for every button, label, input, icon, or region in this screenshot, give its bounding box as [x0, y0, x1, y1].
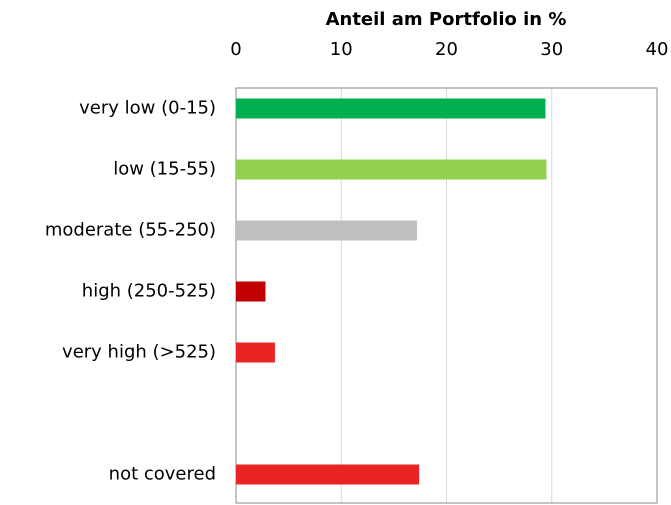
- bar: [236, 281, 266, 302]
- y-tick-label: not covered: [109, 464, 216, 485]
- bar: [236, 220, 418, 241]
- y-tick-label: very low (0-15): [79, 98, 216, 119]
- y-tick-label: low (15-55): [113, 159, 216, 180]
- x-tick-label: 40: [646, 39, 669, 60]
- bar: [236, 159, 547, 180]
- bar: [236, 98, 546, 119]
- y-tick-label: moderate (55-250): [45, 220, 216, 241]
- x-tick-label: 20: [435, 39, 458, 60]
- chart-title: Anteil am Portfolio in %: [326, 9, 567, 30]
- x-tick-label: 0: [230, 39, 241, 60]
- y-tick-label: high (250-525): [82, 281, 216, 302]
- bar: [236, 342, 275, 363]
- x-tick-label: 30: [540, 39, 563, 60]
- y-tick-label: very high (>525): [62, 342, 216, 363]
- x-tick-label: 10: [330, 39, 353, 60]
- bar: [236, 464, 420, 485]
